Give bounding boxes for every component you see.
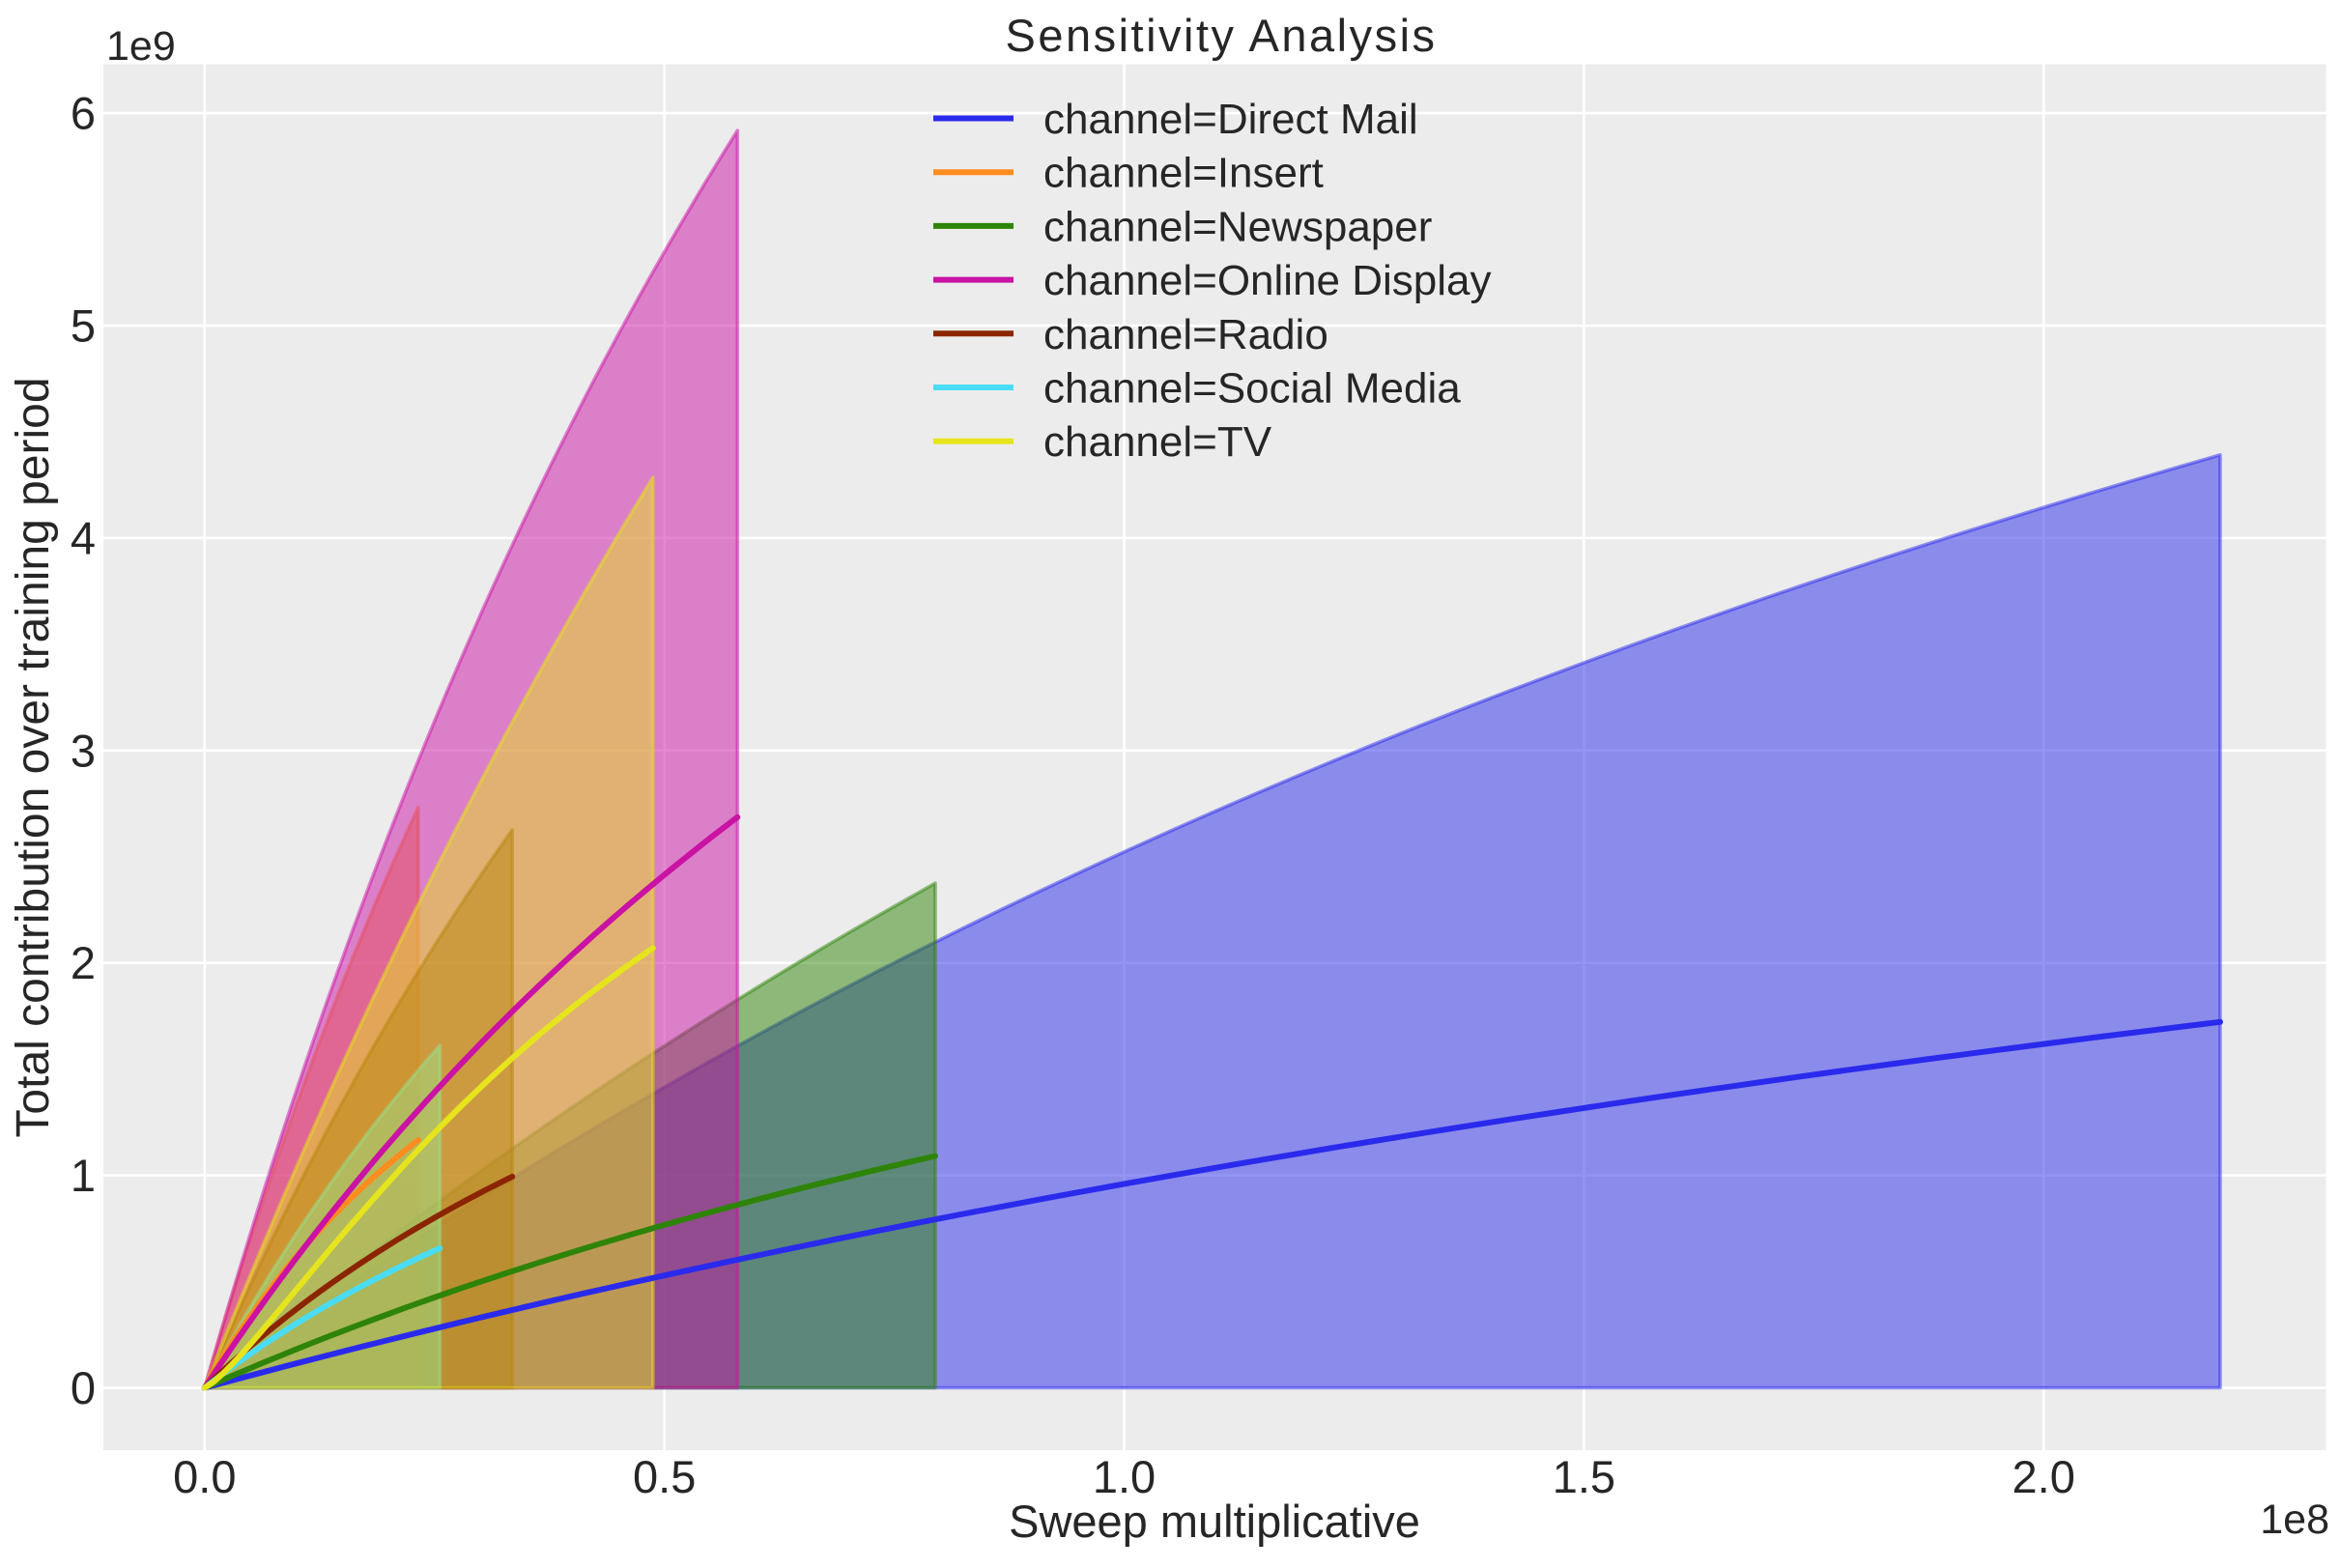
svg-text:0.0: 0.0 <box>173 1451 236 1502</box>
svg-text:channel=TV: channel=TV <box>1043 418 1272 466</box>
svg-text:6: 6 <box>71 88 96 139</box>
svg-text:1e9: 1e9 <box>106 23 176 70</box>
svg-text:channel=Direct Mail: channel=Direct Mail <box>1043 96 1418 143</box>
svg-text:channel=Insert: channel=Insert <box>1043 150 1324 197</box>
svg-text:Total contribution over traini: Total contribution over training period <box>8 377 59 1137</box>
svg-text:4: 4 <box>71 512 96 563</box>
svg-text:channel=Online Display: channel=Online Display <box>1043 257 1492 304</box>
svg-text:5: 5 <box>71 300 96 352</box>
svg-text:1e8: 1e8 <box>2260 1497 2329 1543</box>
svg-text:3: 3 <box>71 725 96 776</box>
svg-text:1: 1 <box>71 1150 96 1201</box>
svg-text:1.0: 1.0 <box>1093 1451 1156 1502</box>
svg-text:Sensitivity Analysis: Sensitivity Analysis <box>1005 10 1437 61</box>
svg-text:channel=Social Media: channel=Social Media <box>1043 365 1461 413</box>
svg-text:1.5: 1.5 <box>1553 1451 1615 1502</box>
svg-text:2: 2 <box>71 937 96 988</box>
svg-text:2.0: 2.0 <box>2013 1451 2075 1502</box>
svg-text:channel=Radio: channel=Radio <box>1043 311 1328 358</box>
svg-text:0.5: 0.5 <box>633 1451 696 1502</box>
svg-text:Sweep multiplicative: Sweep multiplicative <box>1009 1496 1420 1547</box>
svg-text:0: 0 <box>71 1362 96 1413</box>
svg-text:channel=Newspaper: channel=Newspaper <box>1043 203 1432 250</box>
